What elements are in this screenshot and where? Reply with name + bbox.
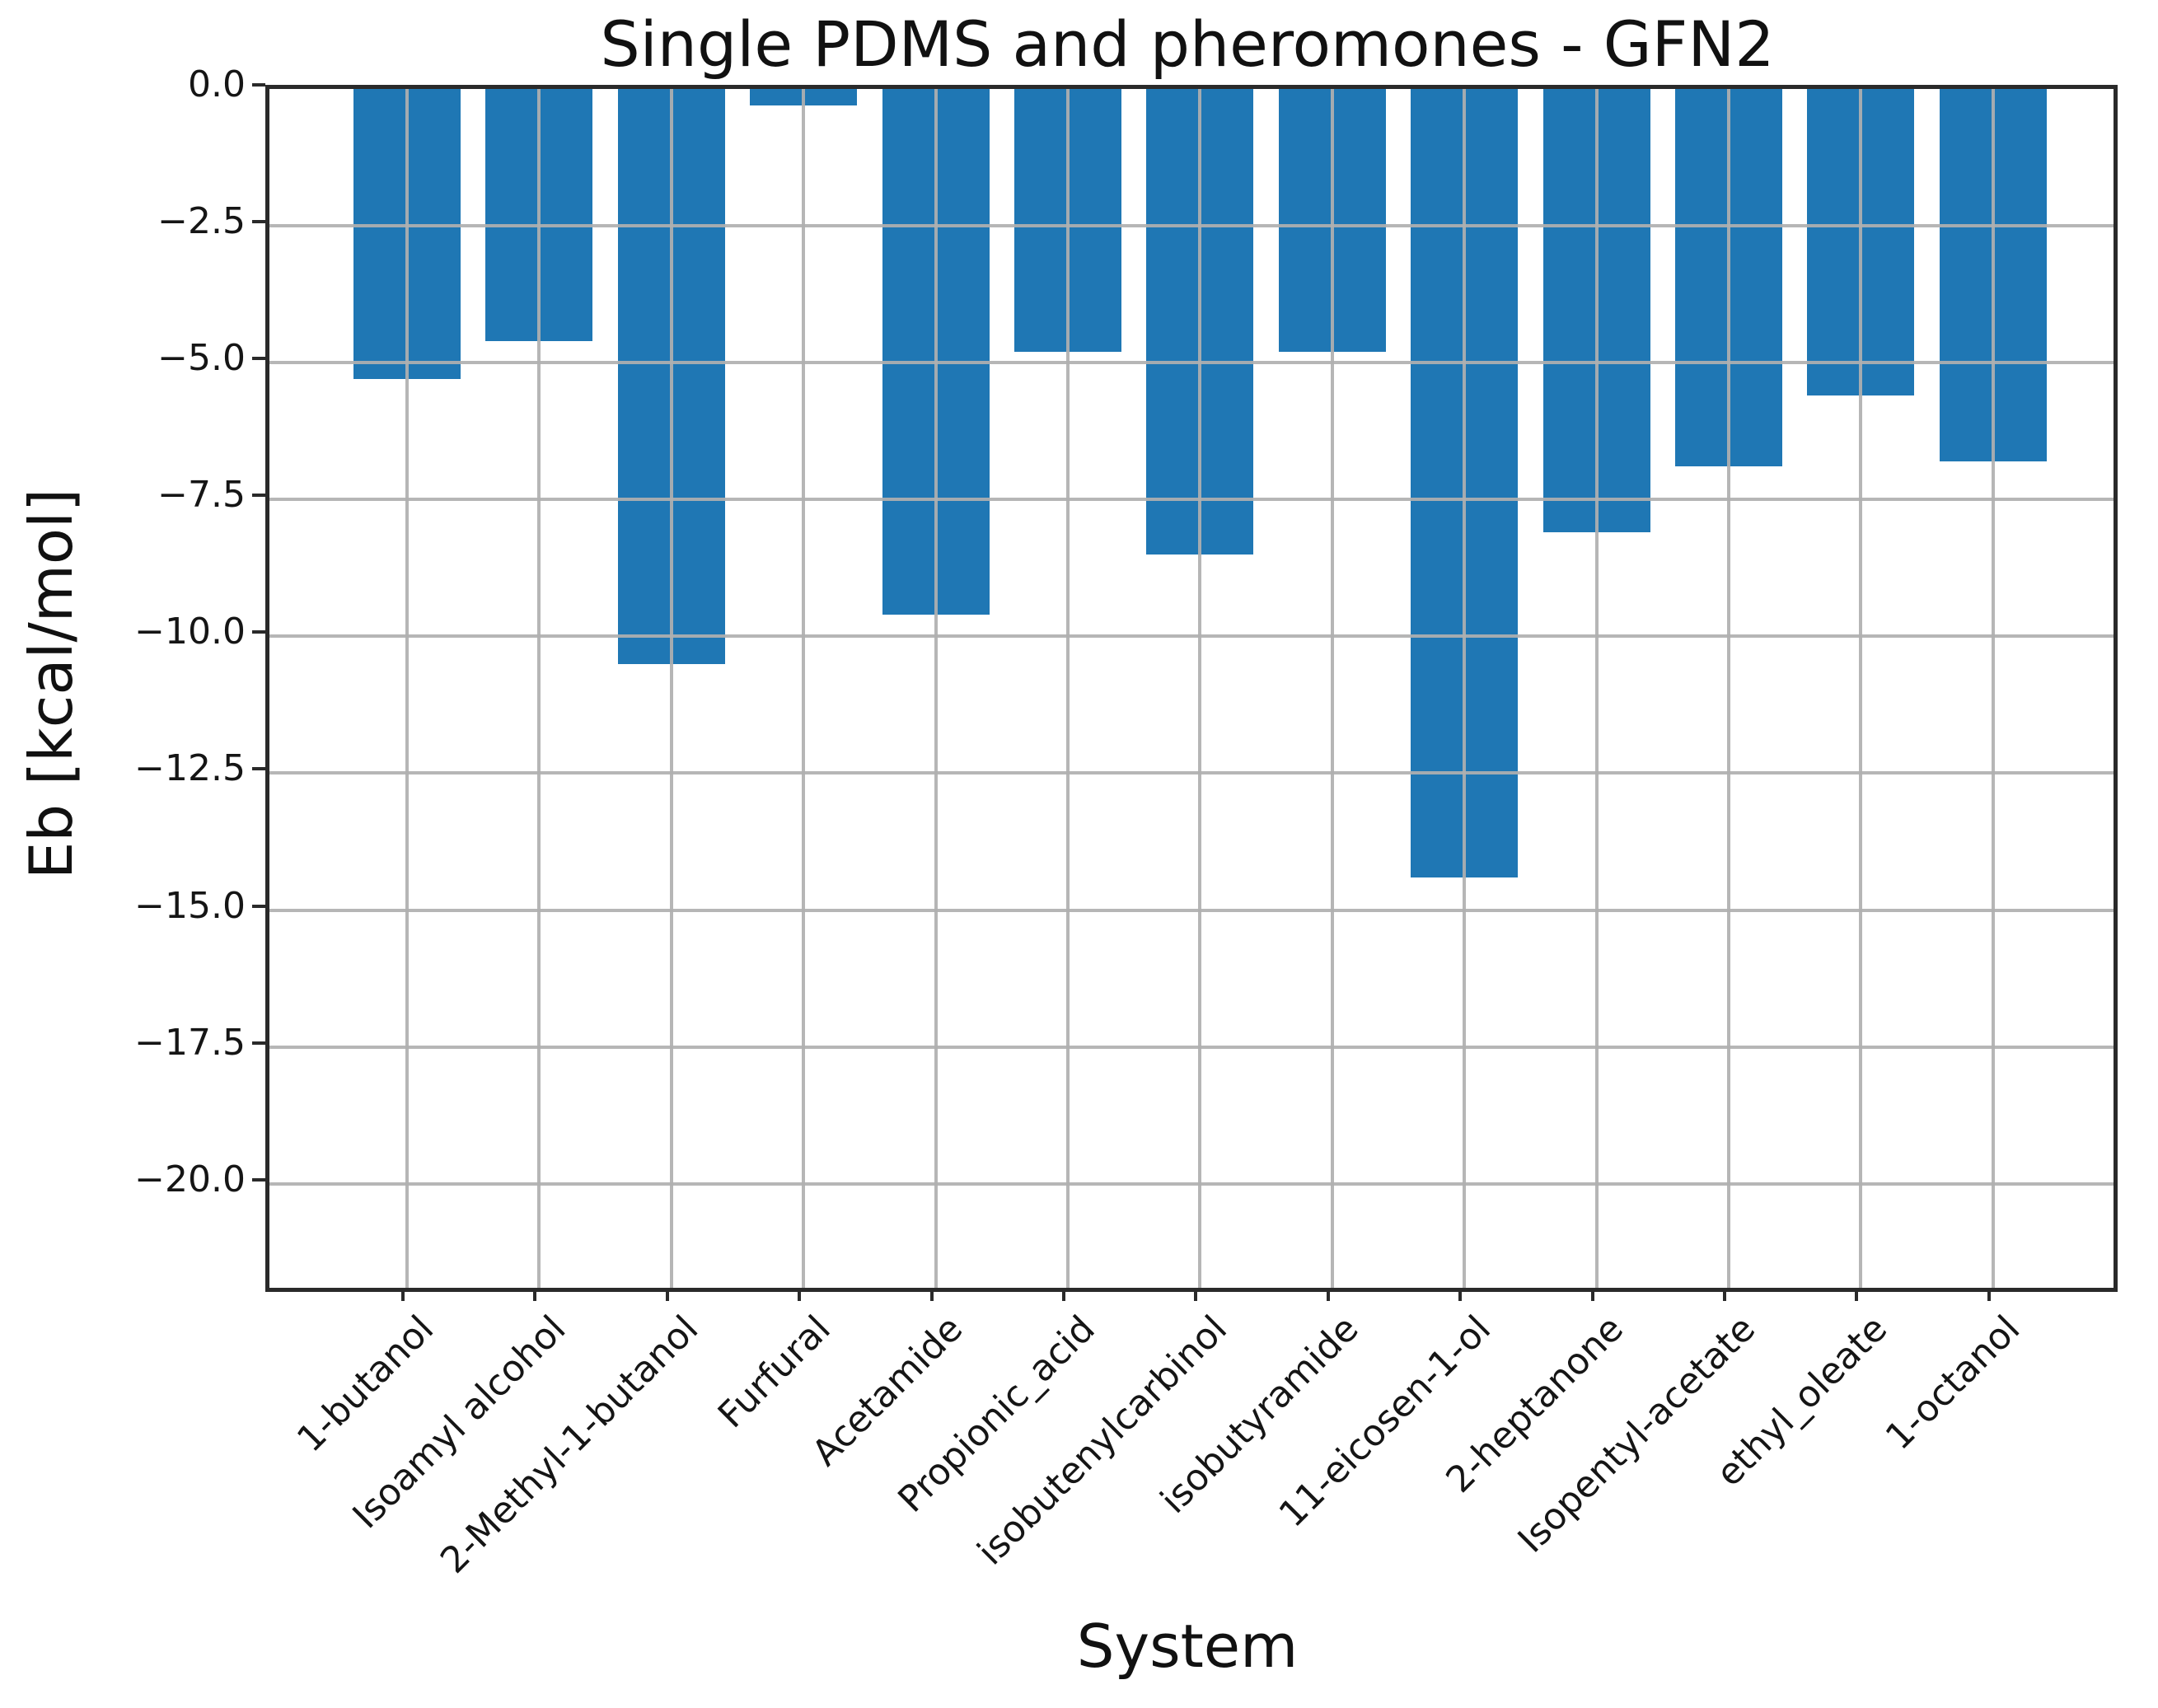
chart-title: Single PDMS and pheromones - GFN2 [600, 7, 1775, 81]
y-tick-label: −17.5 [134, 1021, 246, 1064]
x-gridline [1463, 89, 1467, 1288]
x-gridline [1859, 89, 1863, 1288]
y-tick-mark [252, 904, 265, 908]
y-tick-mark [252, 357, 265, 361]
y-tick-label: 0.0 [188, 63, 246, 105]
x-tick-mark [1987, 1288, 1991, 1301]
x-tick-label: 1-octanol [1877, 1308, 2029, 1458]
y-tick-mark [252, 630, 265, 634]
x-tick-mark [1855, 1288, 1859, 1301]
y-gridline [269, 908, 2114, 912]
y-tick-mark [252, 1041, 265, 1045]
x-tick-mark [1458, 1288, 1463, 1301]
y-axis-label: Eb [kcal/mol] [16, 488, 86, 880]
x-tick-mark [1723, 1288, 1726, 1301]
y-tick-label: −2.5 [157, 200, 246, 243]
y-tick-label: −12.5 [134, 747, 246, 790]
y-tick-label: −5.0 [157, 337, 246, 380]
x-gridline [1330, 89, 1334, 1288]
x-tick-mark [1194, 1288, 1198, 1301]
x-tick-mark [665, 1288, 669, 1301]
y-tick-mark [252, 494, 265, 498]
x-tick-label: Furfural [709, 1308, 839, 1437]
y-gridline [269, 771, 2114, 775]
x-tick-mark [1326, 1288, 1330, 1301]
x-tick-mark [1590, 1288, 1594, 1301]
x-gridline [669, 89, 673, 1288]
y-tick-mark [252, 767, 265, 771]
x-tick-label: Isopentyl-acetate [1510, 1308, 1764, 1561]
y-gridline [269, 1045, 2114, 1049]
x-tick-mark [1062, 1288, 1065, 1301]
x-gridline [1991, 89, 1995, 1288]
y-tick-mark [252, 1177, 265, 1182]
y-tick-label: −15.0 [134, 884, 246, 927]
x-axis-label: System [1076, 1612, 1299, 1681]
y-tick-mark [252, 83, 265, 87]
x-tick-label: isobutenylcarbinol [969, 1308, 1235, 1574]
x-gridline [1198, 89, 1202, 1288]
y-gridline [269, 498, 2114, 502]
y-tick-label: −20.0 [134, 1158, 246, 1200]
x-gridline [934, 89, 938, 1288]
y-gridline [269, 224, 2114, 228]
x-gridline [1066, 89, 1070, 1288]
y-gridline [269, 634, 2114, 639]
x-tick-mark [533, 1288, 537, 1301]
x-gridline [405, 89, 409, 1288]
x-gridline [1727, 89, 1730, 1288]
y-tick-label: −10.0 [134, 611, 246, 653]
x-gridline [537, 89, 541, 1288]
plot-area [265, 85, 2118, 1292]
x-tick-mark [798, 1288, 802, 1301]
x-gridline [1594, 89, 1599, 1288]
x-tick-label: 2-Methyl-1-butanol [432, 1308, 707, 1582]
x-tick-mark [929, 1288, 934, 1301]
x-tick-mark [401, 1288, 405, 1301]
y-gridline [269, 361, 2114, 365]
x-gridline [802, 89, 806, 1288]
y-gridline [269, 1182, 2114, 1186]
y-tick-mark [252, 220, 265, 224]
y-tick-label: −7.5 [157, 474, 246, 517]
